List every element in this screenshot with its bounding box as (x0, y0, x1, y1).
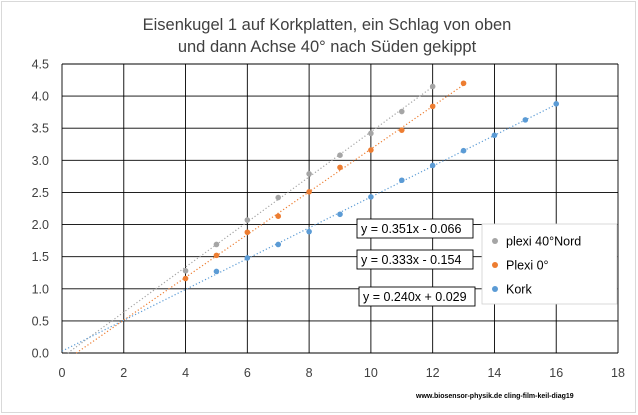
y-tick-label: 3.0 (32, 154, 49, 168)
data-point-series-1 (213, 252, 220, 259)
trendline-equation: y = 0.351x - 0.066 (361, 222, 461, 236)
trendline-equation-box (356, 249, 474, 270)
data-point-series-2 (522, 117, 529, 123)
grid-lines (61, 63, 619, 354)
chart-title-line: Eisenkugel 1 auf Korkplatten, ein Schlag… (143, 16, 512, 34)
data-point-series-0 (244, 217, 251, 223)
data-point-series-2 (553, 101, 560, 107)
data-point-series-1 (337, 164, 343, 171)
trendlines (61, 84, 557, 354)
data-point-series-1 (398, 127, 405, 133)
legend-marker (492, 238, 498, 244)
x-tick-label: 2 (120, 366, 127, 380)
x-tick-label: 6 (244, 366, 251, 380)
trendline-equation-box (356, 218, 474, 239)
y-tick-label: 3.5 (32, 122, 49, 136)
data-point-series-2 (460, 147, 467, 154)
data-point-series-1 (275, 213, 282, 220)
x-tick-label: 16 (549, 366, 563, 380)
x-tick-label: 8 (306, 366, 313, 380)
data-point-series-2 (491, 132, 498, 139)
y-tick-label: 4.0 (32, 90, 49, 104)
data-point-series-1 (244, 229, 251, 236)
data-point-series-0 (337, 152, 343, 158)
data-point-series-2 (244, 255, 251, 261)
data-point-series-0 (368, 130, 374, 137)
trendline-2 (61, 103, 557, 352)
trendline-equations: y = 0.351x - 0.066 y = 0.333x - 0.154 y = … (356, 218, 476, 307)
x-tick-label: 10 (364, 366, 378, 380)
data-point-series-0 (182, 267, 189, 274)
data-point-series-0 (429, 83, 436, 90)
y-tick-label: 0.0 (32, 347, 49, 361)
trendline-1 (75, 84, 464, 354)
chart-title-line: und dann Achse 40° nach Süden gekippt (178, 38, 477, 56)
data-point-series-2 (398, 177, 405, 184)
x-tick-label: 18 (611, 366, 625, 380)
legend-box (481, 223, 618, 305)
y-tick-label: 0.5 (32, 314, 49, 328)
y-tick-label: 1.5 (32, 250, 49, 264)
data-point-series-1 (306, 189, 312, 195)
legend-label: Kork (506, 283, 532, 297)
source-credit: www.biosensor-physik.de cling-film-keil-… (415, 393, 574, 400)
data-point-series-0 (213, 241, 220, 248)
data-point-series-1 (182, 275, 189, 282)
y-tick-label: 2.0 (32, 218, 49, 232)
legend-label: plexi 40°Nord (506, 235, 581, 249)
data-point-series-2 (337, 211, 343, 218)
y-tick-label: 1.0 (32, 282, 49, 296)
x-tick-label: 4 (182, 366, 189, 380)
x-tick-label: 14 (487, 366, 501, 380)
data-point-series-1 (368, 147, 374, 153)
trendline-0 (67, 86, 434, 354)
y-tick-label: 2.5 (32, 186, 49, 200)
trendline-equation: y = 0.333x - 0.154 (361, 253, 461, 267)
chart-title: Eisenkugel 1 auf Korkplatten, ein Schlag… (143, 16, 512, 56)
data-point-series-0 (398, 108, 405, 115)
legend-label: Plexi 0° (506, 259, 549, 273)
tick-labels: 0 2 4 6 8 10 12 14 16 18 0.0 0.5 1.0 1.5 2.0 2.5 3.0 3.5 4… (32, 58, 625, 381)
y-tick-label: 4.5 (32, 58, 49, 72)
data-point-series-2 (306, 228, 312, 235)
data-point-series-2 (429, 162, 436, 169)
data-point-series-2 (368, 194, 374, 200)
legend: plexi 40°Nord Plexi 0° Kork (481, 223, 618, 305)
data-point-series-2 (213, 268, 220, 275)
trendline-equation: y = 0.240x + 0.029 (363, 290, 467, 304)
data-point-series-0 (275, 194, 282, 201)
data-point-series-1 (429, 103, 436, 110)
legend-marker (492, 286, 498, 292)
data-point-series-2 (275, 241, 282, 248)
trendline-equation-box (358, 286, 476, 307)
data-points (182, 80, 560, 282)
legend-marker (492, 262, 498, 268)
data-point-series-0 (306, 171, 312, 177)
data-point-series-1 (460, 80, 467, 87)
x-tick-label: 0 (59, 366, 66, 380)
x-tick-label: 12 (426, 366, 440, 380)
